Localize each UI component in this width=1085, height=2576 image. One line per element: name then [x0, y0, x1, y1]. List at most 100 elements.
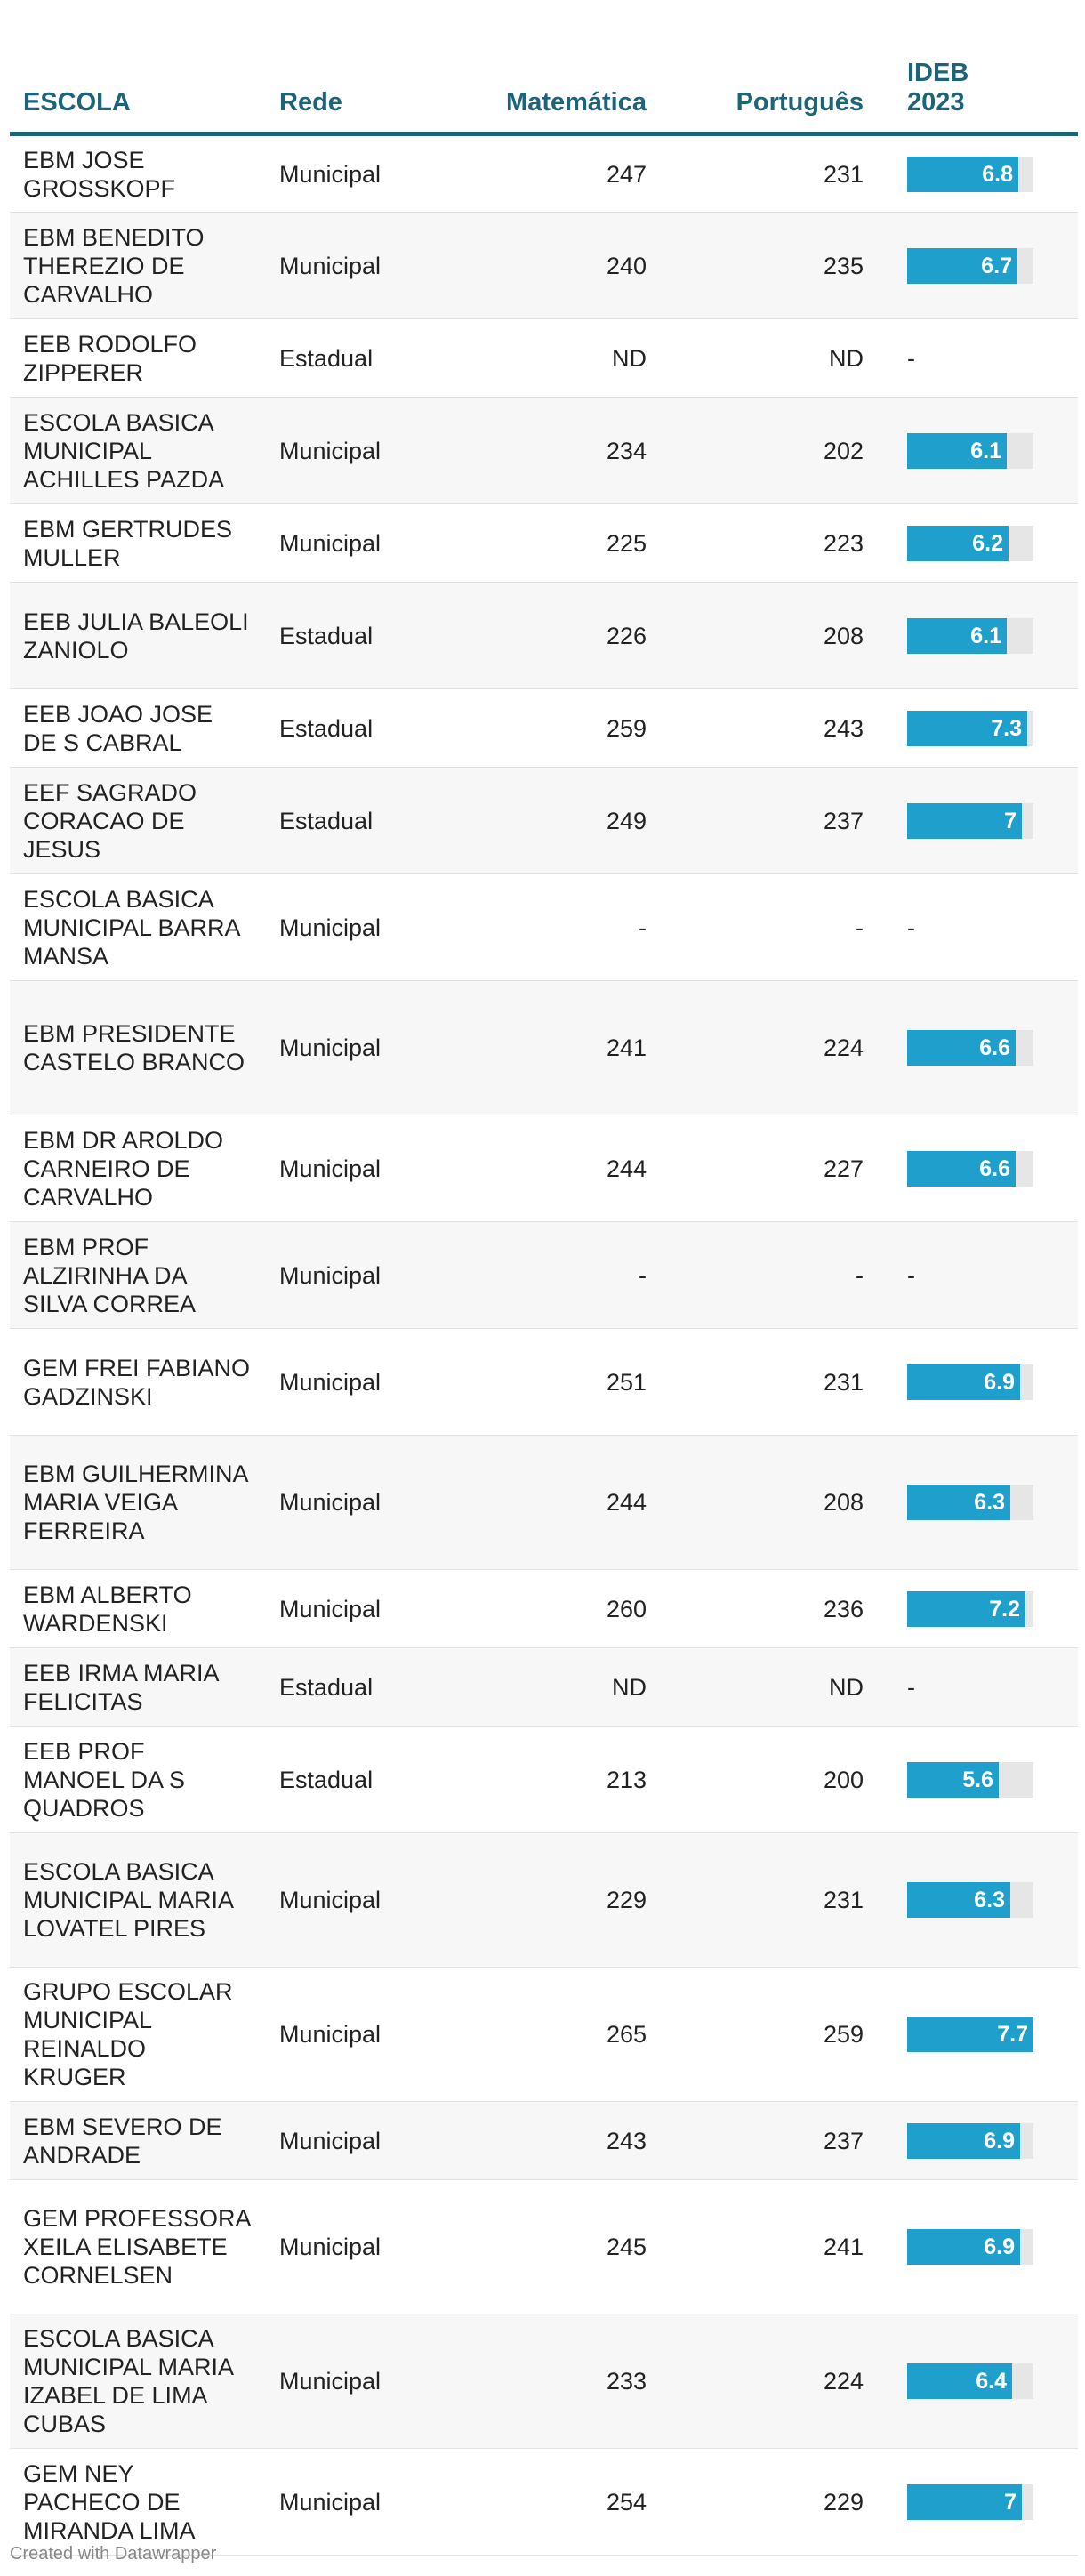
ideb-bar-track: 6.4: [907, 2363, 1033, 2399]
table-row: GEM PROFESSORA XEILA ELISABETE CORNELSEN…: [10, 2179, 1078, 2314]
cell-escola: GEM NEY PACHECO DE MIRANDA LIMA: [10, 2448, 266, 2556]
ideb-value-label: 7: [1004, 2489, 1017, 2515]
cell-matematica: -: [424, 873, 664, 981]
ideb-missing-label: -: [907, 1261, 915, 1289]
cell-ideb: 6.9: [881, 2101, 1078, 2180]
ideb-value-label: 6.9: [984, 2128, 1015, 2153]
ideb-bar: [907, 1590, 1025, 1627]
ideb-bar-track: 6.9: [907, 2229, 1033, 2265]
ideb-bar: [907, 2229, 1020, 2265]
ideb-bar: [907, 710, 1027, 746]
cell-ideb: 7: [881, 2448, 1078, 2556]
ideb-bar-track: 7.3: [907, 710, 1033, 746]
table-row: EBM PRESIDENTE CASTELO BRANCO Municipal 24…: [10, 980, 1078, 1115]
cell-portugues: 223: [664, 503, 881, 583]
ideb-bar: [907, 2017, 1033, 2052]
ideb-value-label: 6.6: [979, 1155, 1010, 1181]
ideb-bar-track: 7: [907, 2483, 1033, 2520]
cell-matematica: 241: [424, 980, 664, 1115]
cell-matematica: 254: [424, 2448, 664, 2556]
cell-ideb: 6.1: [881, 582, 1078, 689]
cell-rede: Municipal: [266, 873, 424, 981]
ideb-value-label: 6.4: [976, 2369, 1007, 2394]
cell-rede: Estadual: [266, 688, 424, 768]
cell-rede: Municipal: [266, 1967, 424, 2102]
cell-ideb: 7: [881, 767, 1078, 874]
table-row: ESCOLA BASICA MUNICIPAL MARIA LOVATEL PI…: [10, 1832, 1078, 1968]
cell-ideb: 7.2: [881, 1569, 1078, 1648]
cell-escola: EBM GUILHERMINA MARIA VEIGA FERREIRA: [10, 1435, 266, 1570]
cell-matematica: 245: [424, 2179, 664, 2314]
cell-rede: Estadual: [266, 1726, 424, 1833]
cell-portugues: 235: [664, 212, 881, 319]
cell-escola: EEB RODOLFO ZIPPERER: [10, 318, 266, 398]
cell-ideb: -: [881, 318, 1078, 398]
cell-escola: ESCOLA BASICA MUNICIPAL MARIA IZABEL DE …: [10, 2314, 266, 2449]
ideb-bar-track: 7.7: [907, 2017, 1033, 2052]
cell-escola: EEB PROF MANOEL DA S QUADROS: [10, 1726, 266, 1833]
cell-portugues: 208: [664, 1435, 881, 1570]
table-row: ESCOLA BASICA MUNICIPAL BARRA MANSA Munic…: [10, 873, 1078, 981]
cell-portugues: 227: [664, 1115, 881, 1222]
cell-ideb: 6.6: [881, 980, 1078, 1115]
cell-matematica: 251: [424, 1328, 664, 1436]
ideb-missing-label: -: [907, 344, 915, 372]
cell-matematica: 240: [424, 212, 664, 319]
cell-ideb: -: [881, 1647, 1078, 1727]
ideb-bar: [907, 2122, 1020, 2159]
cell-matematica: 249: [424, 767, 664, 874]
cell-ideb: 6.3: [881, 1435, 1078, 1570]
cell-rede: Municipal: [266, 1328, 424, 1436]
ideb-bar-track: 6.1: [907, 617, 1033, 654]
ideb-value-label: 5.6: [962, 1767, 993, 1792]
cell-portugues: 224: [664, 2314, 881, 2449]
ideb-bar-track: 7: [907, 802, 1033, 839]
ideb-value-label: 6.8: [982, 161, 1013, 187]
cell-matematica: 244: [424, 1115, 664, 1222]
cell-portugues: 231: [664, 1328, 881, 1436]
cell-portugues: 259: [664, 1967, 881, 2102]
column-header-ideb[interactable]: IDEB 2023: [881, 30, 1078, 136]
cell-rede: Municipal: [266, 2101, 424, 2180]
ideb-value-label: 7: [1004, 808, 1017, 833]
cell-portugues: 208: [664, 582, 881, 689]
cell-escola: GEM PROFESSORA XEILA ELISABETE CORNELSEN: [10, 2179, 266, 2314]
cell-escola: EBM JOSE GROSSKOPF: [10, 133, 266, 213]
ideb-value-label: 6.1: [970, 438, 1001, 463]
column-header-escola[interactable]: ESCOLA: [10, 30, 266, 136]
column-header-matematica[interactable]: Matemática: [424, 30, 664, 136]
ideb-value-label: 6.3: [974, 1490, 1005, 1515]
cell-escola: EEB IRMA MARIA FELICITAS: [10, 1647, 266, 1727]
ideb-bar-track: 6.9: [907, 2122, 1033, 2159]
cell-portugues: ND: [664, 318, 881, 398]
ideb-value-label: 7.3: [991, 715, 1022, 741]
cell-matematica: 259: [424, 688, 664, 768]
cell-rede: Municipal: [266, 133, 424, 213]
cell-ideb: 6.6: [881, 1115, 1078, 1222]
ideb-bar: [907, 1150, 1016, 1187]
cell-rede: Municipal: [266, 1832, 424, 1968]
column-header-rede[interactable]: Rede: [266, 30, 424, 136]
cell-portugues: 237: [664, 2101, 881, 2180]
ideb-bar-track: 6.7: [907, 247, 1033, 284]
ideb-value-label: 6.9: [984, 1369, 1015, 1395]
footer-credit: Created with Datawrapper: [10, 2544, 217, 2564]
table-row: GRUPO ESCOLAR MUNICIPAL REINALDO KRUGER M…: [10, 1967, 1078, 2102]
cell-matematica: 213: [424, 1726, 664, 1833]
table-row: EBM GUILHERMINA MARIA VEIGA FERREIRA Muni…: [10, 1435, 1078, 1570]
cell-portugues: ND: [664, 1647, 881, 1727]
ideb-bar: [907, 1761, 999, 1798]
cell-portugues: 200: [664, 1726, 881, 1833]
cell-escola: EEF SAGRADO CORACAO DE JESUS: [10, 767, 266, 874]
cell-matematica: 226: [424, 582, 664, 689]
cell-matematica: ND: [424, 1647, 664, 1727]
column-header-portugues[interactable]: Português: [664, 30, 881, 136]
ideb-value-label: 6.1: [970, 623, 1001, 648]
ideb-bar: [907, 1882, 1010, 1918]
cell-portugues: 202: [664, 397, 881, 504]
cell-matematica: 244: [424, 1435, 664, 1570]
ideb-missing-label: -: [907, 914, 915, 941]
ideb-bar: [907, 247, 1017, 284]
ideb-bar-track: 7.2: [907, 1590, 1033, 1627]
